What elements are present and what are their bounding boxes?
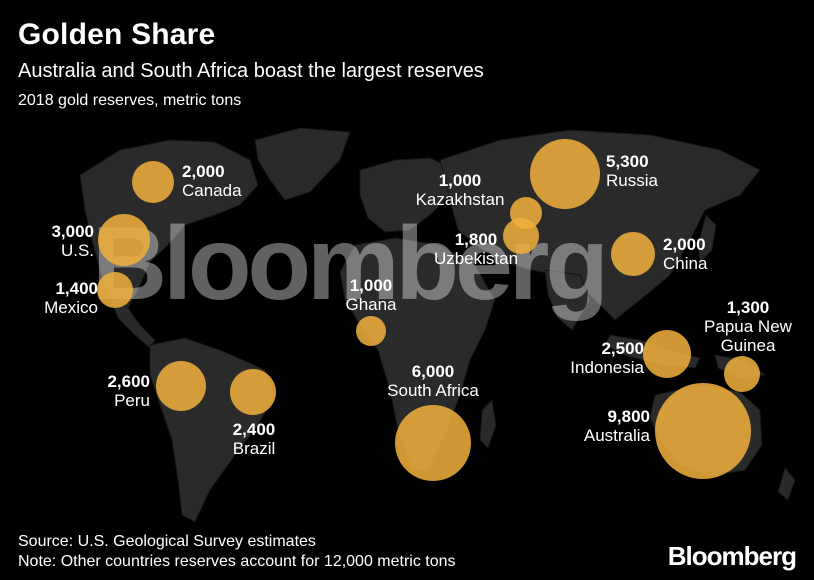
value-canada: 2,000	[182, 162, 225, 181]
label-ghana: 1,000 Ghana	[336, 276, 406, 314]
name-china: China	[663, 254, 708, 273]
value-kazakhstan: 1,000	[438, 171, 482, 190]
value-us: 3,000	[51, 222, 94, 241]
name-us: U.S.	[60, 241, 94, 260]
value-mexico: 1,400	[55, 279, 98, 298]
label-uzbekistan: 1,800 Uzbekistan	[424, 230, 528, 268]
value-peru: 2,600	[107, 372, 150, 391]
bubble-ghana	[356, 316, 386, 346]
name-brazil: Brazil	[232, 439, 276, 458]
bubble-mexico	[97, 272, 133, 308]
value-south-africa: 6,000	[411, 362, 455, 381]
name-peru: Peru	[114, 391, 150, 410]
bubble-indonesia	[643, 330, 691, 378]
name-indonesia: Indonesia	[570, 358, 644, 377]
bubble-russia	[530, 139, 600, 209]
chart-title: Golden Share	[18, 18, 216, 51]
name-uzbekistan: Uzbekistan	[433, 249, 519, 268]
name-russia: Russia	[606, 171, 658, 190]
value-russia: 5,300	[606, 152, 649, 171]
bubble-uzbekistan	[503, 218, 539, 254]
name-kazakhstan: Kazakhstan	[415, 190, 505, 209]
bubble-china	[611, 232, 655, 276]
label-mexico: 1,400 Mexico	[44, 279, 98, 317]
name-canada: Canada	[182, 181, 242, 200]
source-note: Source: U.S. Geological Survey estimates…	[18, 532, 456, 572]
label-russia: 5,300 Russia	[606, 152, 658, 190]
value-uzbekistan: 1,800	[454, 230, 498, 249]
bubble-peru	[156, 361, 206, 411]
value-papua-new-guinea: 1,300	[726, 298, 770, 317]
north-america-shape	[79, 139, 259, 309]
source-text: Source: U.S. Geological Survey estimates	[18, 533, 316, 550]
label-brazil: 2,400 Brazil	[226, 420, 282, 458]
new-zealand-shape	[777, 466, 796, 501]
bubble-brazil	[230, 369, 276, 415]
asia-shape	[439, 129, 761, 321]
name-mexico: Mexico	[44, 298, 98, 317]
label-china: 2,000 China	[663, 235, 707, 273]
bubble-australia	[655, 383, 751, 479]
bubble-papua-new-guinea	[724, 356, 760, 392]
bloomberg-logo: Bloomberg	[667, 541, 797, 571]
chart-subtitle: Australia and South Africa boast the lar…	[18, 60, 484, 82]
greenland-shape	[254, 127, 351, 201]
label-kazakhstan: 1,000 Kazakhstan	[406, 171, 514, 209]
europe-shape	[359, 157, 456, 233]
note-text: Note: Other countries reserves account f…	[18, 553, 456, 570]
label-papua-new-guinea: 1,300 Papua New Guinea	[694, 298, 802, 355]
japan-shape	[697, 214, 717, 264]
value-brazil: 2,400	[232, 420, 276, 439]
madagascar-shape	[479, 398, 497, 449]
bubble-south-africa	[395, 405, 471, 481]
value-australia: 9,800	[607, 407, 650, 426]
name-australia: Australia	[583, 426, 650, 445]
label-indonesia: 2,500 Indonesia	[570, 339, 644, 377]
bubble-us	[98, 214, 150, 266]
india-shape	[544, 269, 591, 331]
value-china: 2,000	[663, 235, 706, 254]
name-ghana: Ghana	[345, 295, 397, 314]
value-ghana: 1,000	[349, 276, 393, 295]
chart-units: 2018 gold reserves, metric tons	[18, 92, 242, 109]
value-indonesia: 2,500	[601, 339, 644, 358]
label-us: 3,000 U.S.	[51, 222, 94, 260]
name-south-africa: South Africa	[387, 381, 479, 400]
bubble-canada	[132, 161, 174, 203]
label-peru: 2,600 Peru	[107, 372, 150, 410]
name-papua-new-guinea: Papua New Guinea	[704, 317, 792, 355]
label-australia: 9,800 Australia	[584, 407, 650, 445]
label-canada: 2,000 Canada	[182, 162, 242, 200]
label-south-africa: 6,000 South Africa	[374, 362, 492, 400]
